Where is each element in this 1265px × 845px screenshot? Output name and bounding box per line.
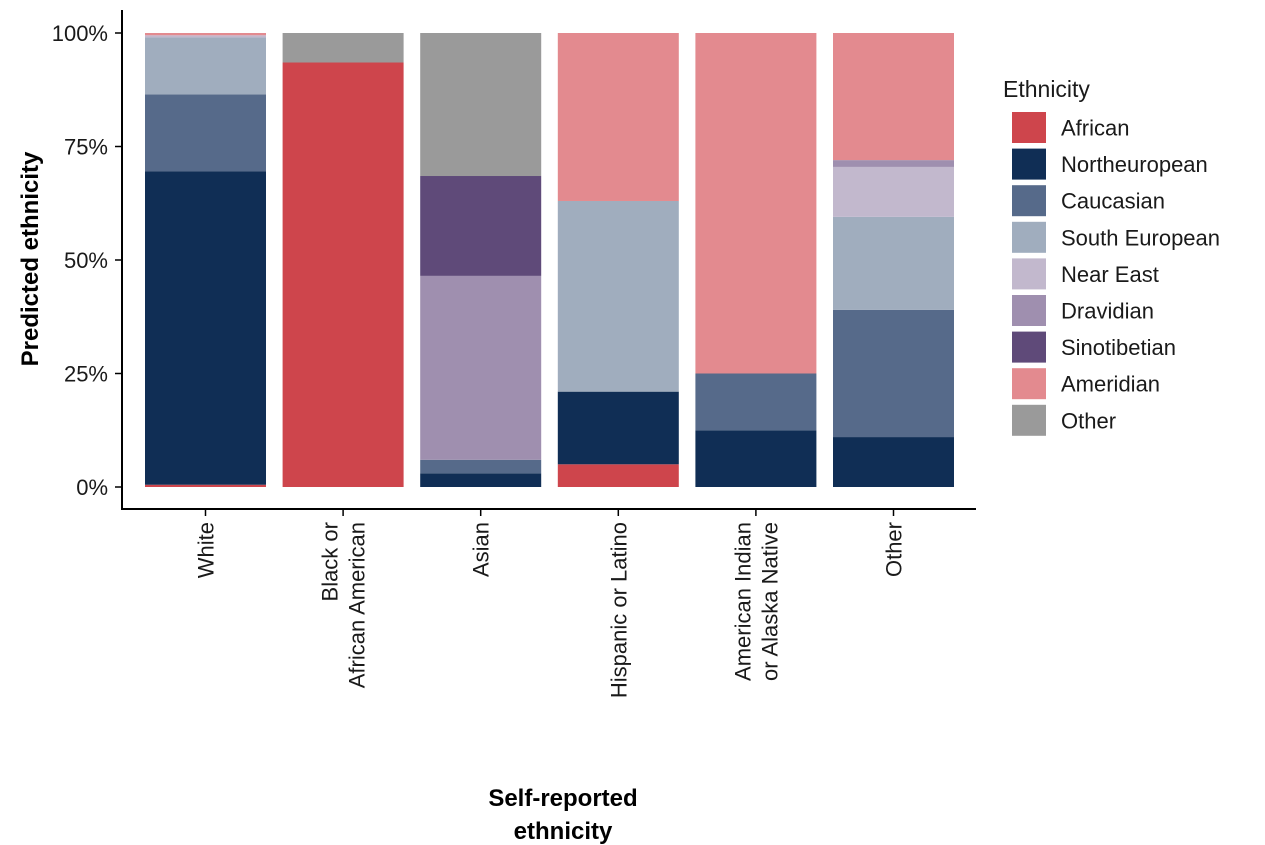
x-tick-label: Asian xyxy=(469,522,494,577)
legend-label-northeuropean: Northeuropean xyxy=(1061,152,1208,177)
x-tick-label: American Indian xyxy=(730,522,755,681)
x-tick-label: Black or xyxy=(318,522,343,601)
bar-segment-other-ameridian xyxy=(833,33,954,161)
y-tick-label: 75% xyxy=(64,135,108,160)
legend-label-african: African xyxy=(1061,116,1129,141)
bar-segment-other-caucasian xyxy=(833,309,954,438)
y-tick-label: 0% xyxy=(76,475,108,500)
bar-segment-white-south-european xyxy=(145,37,266,95)
bar-segment-other-near-east xyxy=(833,166,954,217)
bar-segment-other-south-european xyxy=(833,216,954,310)
bar-segment-black-or-african-american-other xyxy=(282,33,404,63)
bar-segment-white-ameridian xyxy=(145,33,266,36)
legend-label-ameridian: Ameridian xyxy=(1061,372,1160,397)
bar-segment-white-near-east xyxy=(145,35,266,38)
legend-key-caucasian xyxy=(1012,185,1046,217)
bar-segment-american-indian-or-alaska-native-ameridian xyxy=(695,33,817,374)
y-axis-ticks: 0% 25% 50% 75% 100% xyxy=(52,21,122,500)
bar-segment-hispanic-or-latino-south-european xyxy=(557,200,679,392)
bar-segment-american-indian-or-alaska-native-caucasian xyxy=(695,373,817,431)
legend-key-african xyxy=(1012,112,1046,143)
x-axis-title: Self-reported ethnicity xyxy=(488,785,637,845)
y-tick-label: 25% xyxy=(64,362,108,387)
legend-key-south-european xyxy=(1012,221,1046,253)
legend-label-near-east: Near East xyxy=(1061,262,1159,287)
legend-label-caucasian: Caucasian xyxy=(1061,189,1165,214)
legend-title: Ethnicity xyxy=(1003,76,1090,102)
legend-label-dravidian: Dravidian xyxy=(1061,299,1154,324)
legend-key-dravidian xyxy=(1012,295,1046,326)
bar-segment-black-or-african-american-african xyxy=(282,62,404,487)
legend-key-ameridian xyxy=(1012,368,1046,400)
bar-segment-asian-sinotibetian xyxy=(420,176,542,276)
bars-layer xyxy=(145,33,954,487)
bar-segment-hispanic-or-latino-african xyxy=(557,464,679,487)
y-tick-label: 100% xyxy=(52,21,108,46)
y-tick-label: 50% xyxy=(64,248,108,273)
x-tick-label: White xyxy=(194,522,219,578)
legend-label-other: Other xyxy=(1061,408,1116,433)
legend-key-near-east xyxy=(1012,258,1046,290)
x-tick-label: or Alaska Native xyxy=(757,522,782,681)
x-tick-label: Hispanic or Latino xyxy=(606,522,631,698)
x-axis-title-line: ethnicity xyxy=(514,818,613,845)
bar-segment-asian-northeuropean xyxy=(420,473,542,487)
bar-segment-hispanic-or-latino-ameridian xyxy=(557,33,679,201)
bar-segment-hispanic-or-latino-northeuropean xyxy=(557,391,679,465)
legend-key-sinotibetian xyxy=(1012,331,1046,363)
bar-segment-white-northeuropean xyxy=(145,171,266,485)
bar-segment-white-caucasian xyxy=(145,94,266,172)
bar-segment-asian-other xyxy=(420,33,542,177)
x-axis-title-line: Self-reported xyxy=(488,785,637,812)
y-axis-title: Predicted ethnicity xyxy=(17,151,44,366)
legend-label-south-european: South European xyxy=(1061,225,1220,250)
x-axis-ticks: White Black or African American Asian Hispan… xyxy=(194,509,907,698)
legend-label-sinotibetian: Sinotibetian xyxy=(1061,335,1176,360)
bar-segment-other-northeuropean xyxy=(833,437,954,487)
bar-segment-asian-caucasian xyxy=(420,459,542,474)
bar-segment-asian-dravidian xyxy=(420,275,542,460)
bar-segment-white-african xyxy=(145,484,266,487)
legend-key-northeuropean xyxy=(1012,148,1046,180)
x-tick-label: Other xyxy=(882,522,907,577)
legend: Ethnicity African Northeuropean Caucasian So… xyxy=(1003,76,1220,436)
bar-segment-other-dravidian xyxy=(833,160,954,167)
legend-key-other xyxy=(1012,404,1046,436)
bar-segment-american-indian-or-alaska-native-northeuropean xyxy=(695,430,817,487)
x-tick-label: African American xyxy=(345,522,370,688)
